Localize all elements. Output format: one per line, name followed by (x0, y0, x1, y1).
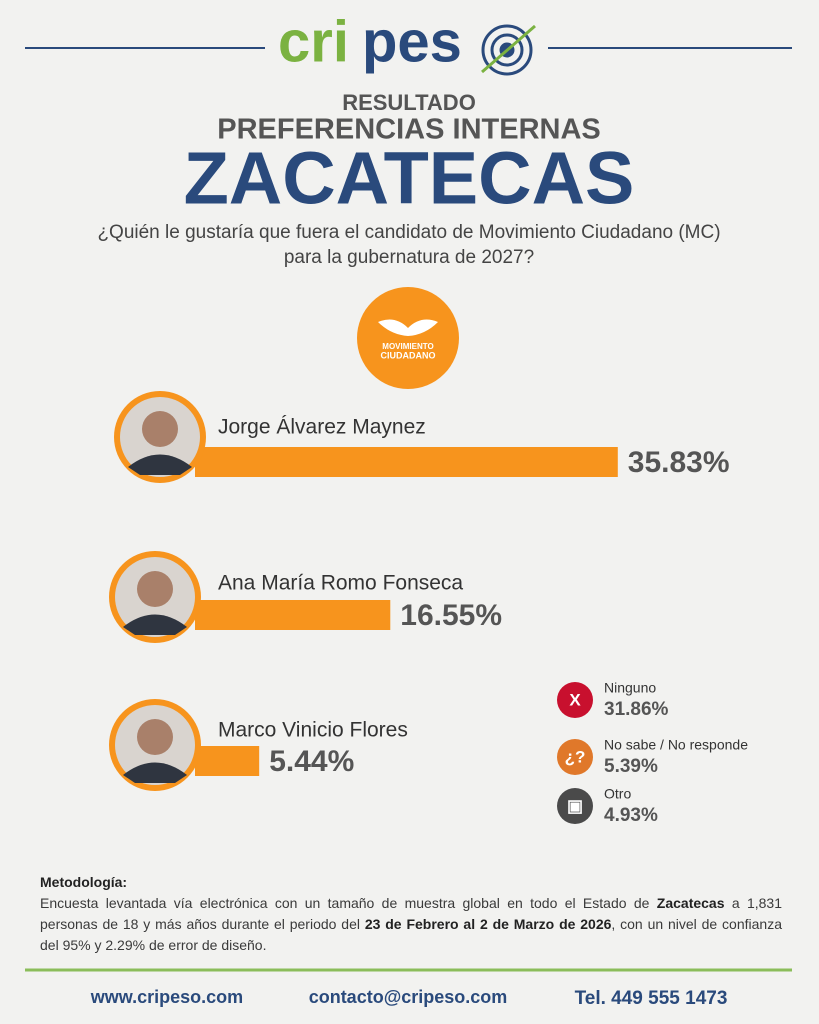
bar (195, 600, 391, 630)
footer-web: www.cripeso.com (90, 987, 243, 1007)
avatar-head (137, 719, 173, 755)
value-label: 35.83% (628, 446, 730, 479)
avatar-body (123, 762, 187, 783)
option-name: Otro (604, 786, 631, 802)
title: ZACATECAS (184, 137, 635, 220)
option-value: 31.86% (604, 699, 669, 720)
question: para la gubernatura de 2027? (284, 247, 534, 268)
party-eagle (378, 319, 438, 336)
question: ¿Quién le gustaría que fuera el candidat… (97, 222, 720, 243)
option-value: 4.93% (604, 805, 658, 826)
footer-phone: Tel. 449 555 1473 (575, 988, 728, 1009)
kicker: RESULTADO (342, 90, 476, 115)
methodology: Metodología: Encuesta levantada vía elec… (40, 872, 782, 956)
brand-part: pes (362, 9, 462, 74)
bar (195, 447, 618, 477)
subtitle: PREFERENCIAS INTERNAS (217, 114, 601, 146)
option-name: Ninguno (604, 680, 656, 696)
methodology-text: Encuesta levantada vía electrónica con u… (40, 895, 782, 953)
candidate-name: Jorge Álvarez Maynez (218, 416, 426, 439)
methodology-title: Metodología: (40, 874, 128, 890)
brand-part: cri (278, 9, 349, 74)
avatar-body (123, 614, 187, 635)
bar (195, 746, 260, 776)
option-value: 5.39% (604, 756, 658, 777)
option-icon (557, 739, 593, 775)
methodology-segment: Encuesta levantada vía electrónica con u… (40, 895, 657, 911)
methodology-segment: 23 de Febrero al 2 de Marzo de 2026 (364, 916, 612, 932)
avatar-head (137, 571, 173, 607)
option-icon (557, 788, 593, 824)
option-icon-glyph: ▣ (567, 796, 583, 815)
party-logo-text: MOVIMIENTO (382, 342, 433, 351)
value-label: 5.44% (269, 745, 354, 778)
option-name: No sabe / No responde (604, 737, 748, 753)
methodology-segment: a 1,831 personas de 18 y más años durant… (40, 895, 782, 932)
value-label: 16.55% (400, 599, 502, 632)
party-logo-text: CIUDADANO (381, 350, 436, 360)
candidate-name: Marco Vinicio Flores (218, 719, 408, 742)
avatar-body (128, 454, 192, 475)
methodology-segment: , con un nivel de confianza del 95% y 2.… (40, 916, 782, 953)
avatar-head (142, 411, 178, 447)
methodology-segment: Zacatecas (656, 895, 725, 911)
option-icon-glyph: X (569, 690, 581, 709)
option-icon (557, 682, 593, 718)
candidate-name: Ana María Romo Fonseca (218, 572, 463, 595)
option-icon-glyph: ¿? (565, 747, 586, 766)
footer-email: contacto@cripeso.com (309, 987, 508, 1007)
party-logo (357, 287, 459, 389)
brand-target (481, 24, 536, 76)
